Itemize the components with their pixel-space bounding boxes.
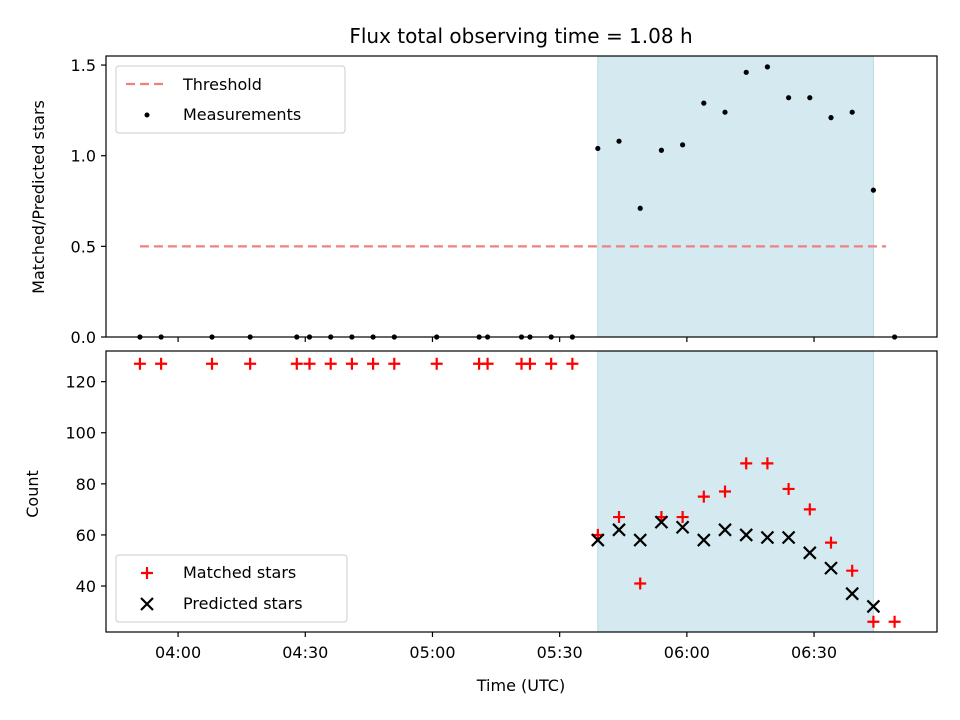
measurement-point bbox=[637, 205, 643, 211]
matched-star-marker bbox=[846, 564, 859, 577]
predicted-star-marker bbox=[866, 599, 881, 614]
measurement-point bbox=[616, 138, 622, 144]
matched-star-marker bbox=[825, 536, 838, 549]
bottom-x-tick-label: 04:00 bbox=[155, 643, 201, 662]
measurement-point bbox=[870, 187, 877, 193]
matched-star-marker bbox=[205, 357, 218, 370]
bottom-x-tick-label: 04:30 bbox=[282, 643, 328, 662]
top-y-tick-label: 0.5 bbox=[71, 237, 96, 256]
legend-matched-label: Matched stars bbox=[183, 563, 296, 582]
matched-star-marker bbox=[303, 357, 316, 370]
measurement-point bbox=[849, 109, 855, 115]
bottom-axes-frame bbox=[105, 350, 938, 633]
bottom-y-axis-label: Count bbox=[23, 470, 42, 518]
matched-star-marker bbox=[324, 357, 337, 370]
matched-star-marker bbox=[481, 357, 494, 370]
measurement-point bbox=[680, 142, 686, 148]
bottom-x-tick-label: 06:00 bbox=[664, 643, 710, 662]
top-y-tick-label: 0.0 bbox=[71, 328, 96, 347]
legend-threshold-label: Threshold bbox=[182, 75, 262, 94]
matched-star-marker bbox=[290, 357, 303, 370]
matched-star-marker bbox=[523, 357, 536, 370]
predicted-star-marker bbox=[760, 530, 775, 545]
measurement-point bbox=[701, 100, 707, 106]
matched-star-marker bbox=[545, 357, 558, 370]
matched-star-marker bbox=[740, 457, 753, 470]
matched-star-marker bbox=[388, 357, 401, 370]
top-axes-frame bbox=[105, 55, 938, 338]
top-x-ticks bbox=[177, 337, 815, 342]
predicted-star-marker bbox=[803, 546, 817, 560]
bottom-y-tick-label: 100 bbox=[65, 424, 96, 443]
matched-star-marker bbox=[888, 615, 901, 628]
predicted-star-marker bbox=[824, 561, 838, 575]
bottom-shaded-span bbox=[597, 350, 874, 633]
top-y-ticks: 0.0 0.5 1.0 1.5 bbox=[71, 56, 106, 347]
matched-star-marker bbox=[782, 482, 795, 495]
matched-star-marker bbox=[367, 357, 380, 370]
matched-star-marker bbox=[676, 511, 689, 524]
bottom-legend-box bbox=[115, 554, 348, 623]
matched-star-marker bbox=[697, 490, 710, 503]
measurement-point bbox=[807, 95, 813, 101]
bottom-y-tick-label: 60 bbox=[76, 526, 96, 545]
predicted-star-marker bbox=[718, 523, 732, 537]
predicted-star-marker bbox=[739, 528, 753, 542]
top-legend-box bbox=[115, 65, 346, 134]
predicted-stars-points bbox=[591, 515, 881, 614]
matched-stars-points bbox=[133, 357, 901, 628]
matched-star-marker bbox=[155, 357, 168, 370]
matched-star-marker bbox=[430, 357, 443, 370]
bottom-y-tick-label: 80 bbox=[76, 475, 96, 494]
bottom-legend: Matched stars Predicted stars bbox=[115, 554, 348, 623]
measurement-point bbox=[828, 115, 834, 121]
chart-title: Flux total observing time = 1.08 h bbox=[349, 24, 692, 48]
legend-measurements-swatch bbox=[144, 112, 150, 118]
predicted-star-marker bbox=[612, 523, 626, 537]
top-y-tick-label: 1.0 bbox=[71, 147, 96, 166]
predicted-star-marker bbox=[654, 515, 669, 529]
x-axis-label: Time (UTC) bbox=[476, 676, 565, 695]
measurement-point bbox=[786, 95, 792, 101]
matched-star-marker bbox=[761, 457, 774, 470]
matched-star-marker bbox=[803, 503, 816, 516]
measurement-point bbox=[658, 147, 665, 153]
bottom-x-tick-label: 06:30 bbox=[791, 643, 837, 662]
predicted-star-marker bbox=[675, 520, 690, 535]
legend-predicted-swatch bbox=[140, 597, 154, 611]
bottom-y-ticks: 40 60 80 100 120 bbox=[65, 373, 106, 596]
predicted-star-marker bbox=[633, 533, 647, 547]
measurement-point bbox=[595, 145, 601, 152]
predicted-star-marker bbox=[697, 533, 711, 547]
top-y-axis-label: Matched/Predicted stars bbox=[29, 100, 48, 294]
matched-star-marker bbox=[867, 615, 880, 628]
legend-measurements-label: Measurements bbox=[183, 105, 301, 124]
matched-star-marker bbox=[345, 357, 358, 370]
top-y-tick-label: 1.5 bbox=[71, 56, 96, 75]
matched-star-marker bbox=[719, 485, 732, 498]
bottom-panel: 40 60 80 100 120 04:00 04:30 05:00 05:30 06:00 06… bbox=[23, 350, 938, 695]
predicted-star-marker bbox=[781, 530, 796, 545]
top-shaded-span bbox=[597, 55, 874, 338]
top-panel: 0.0 0.5 1.0 1.5 Matched/Predicted stars Thr… bbox=[29, 55, 938, 347]
measurement-point bbox=[764, 64, 771, 70]
matched-star-marker bbox=[634, 577, 647, 590]
legend-matched-swatch bbox=[141, 567, 153, 579]
measurement-point bbox=[722, 109, 728, 115]
matched-star-marker bbox=[133, 357, 146, 370]
bottom-x-tick-label: 05:30 bbox=[537, 643, 583, 662]
matched-star-marker bbox=[613, 511, 626, 524]
bottom-x-tick-label: 05:00 bbox=[409, 643, 455, 662]
bottom-y-tick-label: 40 bbox=[76, 577, 96, 596]
top-legend: Threshold Measurements bbox=[115, 65, 346, 134]
measurement-point bbox=[743, 69, 749, 75]
predicted-star-marker bbox=[845, 586, 859, 601]
bottom-y-tick-label: 120 bbox=[65, 373, 96, 392]
predicted-star-marker bbox=[591, 533, 605, 547]
bottom-x-ticks: 04:00 04:30 05:00 05:30 06:00 06:30 bbox=[155, 632, 837, 662]
matched-star-marker bbox=[566, 357, 579, 370]
matched-star-marker bbox=[244, 357, 257, 370]
legend-predicted-label: Predicted stars bbox=[183, 594, 303, 613]
